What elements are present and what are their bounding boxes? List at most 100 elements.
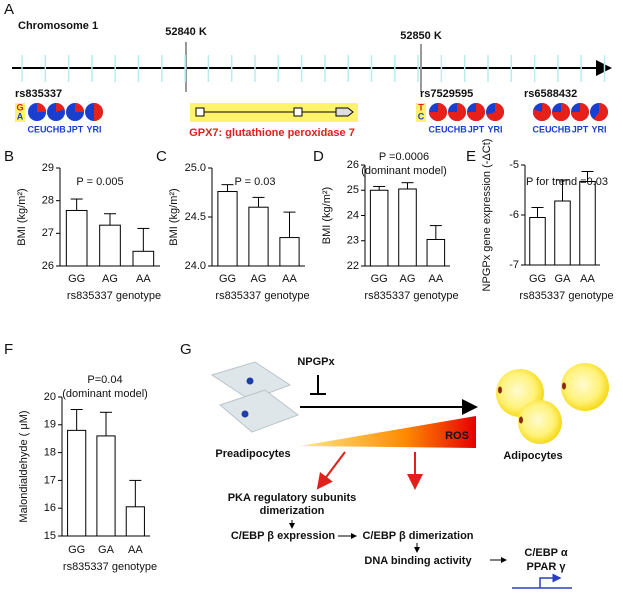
cell bbox=[218, 389, 300, 433]
y-tick-label: 15 bbox=[44, 530, 56, 542]
panel-label: G bbox=[180, 341, 192, 358]
bar bbox=[279, 237, 300, 267]
y-tick-label: 25.0 bbox=[185, 162, 206, 174]
pie-slice bbox=[37, 103, 46, 112]
y-tick-label: 22 bbox=[347, 260, 359, 272]
bar bbox=[125, 506, 145, 537]
panel-label: D bbox=[313, 148, 324, 165]
x-axis-label: rs835337 genotype bbox=[215, 290, 309, 302]
y-tick-label: 24.0 bbox=[185, 260, 206, 272]
allele-box bbox=[15, 103, 25, 122]
pie-slice bbox=[533, 103, 552, 121]
annotation: P = 0.005 bbox=[76, 176, 123, 188]
y-tick-label: -7 bbox=[509, 259, 519, 271]
panel-label: F bbox=[4, 341, 13, 358]
annotation: P = 0.03 bbox=[234, 176, 275, 188]
y-tick-label: -6 bbox=[509, 209, 519, 221]
x-tick-label: GG bbox=[219, 273, 236, 285]
pie-slice bbox=[486, 103, 504, 121]
bar bbox=[426, 238, 446, 267]
target-label: PPAR γ bbox=[527, 561, 567, 573]
annotation: P=0.04 bbox=[87, 374, 122, 386]
y-axis-label: NPGPx gene expression (-ΔCt) bbox=[481, 139, 493, 292]
y-axis-label: BMI (kg/m²) bbox=[168, 188, 180, 245]
y-tick-label: 20 bbox=[44, 391, 56, 403]
nucleus bbox=[498, 386, 502, 394]
step-label: C/EBP β expression bbox=[231, 530, 336, 542]
population-label: JPT bbox=[572, 124, 589, 134]
population-label: YRI bbox=[86, 124, 101, 134]
annotation: P =0.0006 bbox=[379, 151, 429, 163]
panel-label: C bbox=[156, 148, 167, 165]
y-tick-label: 25 bbox=[347, 184, 359, 196]
nucleus bbox=[241, 410, 249, 418]
pie-slice bbox=[448, 103, 466, 121]
bar bbox=[217, 191, 238, 267]
exon bbox=[293, 107, 303, 117]
population-label: JPT bbox=[67, 124, 84, 134]
pie-slice bbox=[94, 103, 103, 121]
y-tick-label: 23 bbox=[347, 235, 359, 247]
x-axis-label: rs835337 genotype bbox=[63, 561, 157, 573]
allele-label: T bbox=[418, 102, 424, 112]
x-tick-label: AA bbox=[580, 273, 595, 285]
cell-label: Preadipocytes bbox=[215, 448, 290, 460]
arrow bbox=[316, 451, 346, 490]
annotation: (dominant model) bbox=[62, 388, 148, 400]
panel-a: Chromosome 1 52840 K 52850 K GPX7: gluta… bbox=[12, 20, 612, 139]
snp-label: rs835337 bbox=[15, 88, 62, 100]
panel-label: E bbox=[466, 148, 476, 165]
y-tick-label: 26 bbox=[347, 159, 359, 171]
x-tick-label: AG bbox=[102, 273, 118, 285]
bar bbox=[99, 224, 121, 267]
x-tick-label: GG bbox=[68, 273, 85, 285]
y-tick-label: 24 bbox=[347, 209, 359, 221]
nucleus bbox=[246, 377, 254, 385]
x-tick-label: GG bbox=[529, 273, 546, 285]
nucleus bbox=[519, 416, 523, 424]
exon bbox=[335, 107, 354, 117]
x-tick-label: AA bbox=[282, 273, 297, 285]
population-label: CHB bbox=[551, 124, 571, 134]
x-tick-label: AA bbox=[428, 273, 443, 285]
bar bbox=[67, 429, 87, 537]
bar bbox=[96, 435, 116, 537]
position-label: 52840 K bbox=[165, 26, 207, 38]
exon bbox=[195, 107, 205, 117]
nucleus bbox=[562, 382, 566, 390]
step-label: C/EBP β dimerization bbox=[362, 530, 473, 542]
pie-slice bbox=[429, 103, 447, 121]
y-tick-label: 19 bbox=[44, 419, 56, 431]
y-tick-label: 18 bbox=[44, 447, 56, 459]
panel-g: NPGPx Preadipocytes Adipocytes ROS PKA r… bbox=[210, 356, 609, 589]
bar bbox=[65, 209, 88, 267]
y-axis-label: Malondialdehyde ( μM) bbox=[18, 410, 30, 522]
pie-slice bbox=[552, 103, 570, 121]
bar bbox=[398, 188, 417, 267]
annotation: P for trend =0.03 bbox=[526, 176, 608, 188]
snp-label: rs6588432 bbox=[524, 88, 577, 100]
inhibitor-label: NPGPx bbox=[297, 356, 335, 368]
allele-box bbox=[416, 103, 426, 122]
x-tick-label: AG bbox=[400, 273, 416, 285]
pie-slice bbox=[56, 103, 65, 112]
y-tick-label: 27 bbox=[42, 227, 54, 239]
pie-slice bbox=[593, 103, 609, 121]
x-axis-label: rs835337 genotype bbox=[519, 290, 613, 302]
y-tick-label: 28 bbox=[42, 195, 54, 207]
target-label: C/EBP α bbox=[524, 547, 567, 559]
y-tick-label: 16 bbox=[44, 502, 56, 514]
allele-label: G bbox=[16, 102, 23, 112]
x-tick-label: GA bbox=[98, 544, 115, 556]
population-label: CHB bbox=[46, 124, 66, 134]
x-tick-label: GA bbox=[555, 273, 572, 285]
population-label: YRI bbox=[591, 124, 606, 134]
y-tick-label: 17 bbox=[44, 474, 56, 486]
y-tick-label: 29 bbox=[42, 162, 54, 174]
x-tick-label: AA bbox=[136, 273, 151, 285]
snp-label: rs7529595 bbox=[420, 88, 473, 100]
position-label: 52850 K bbox=[400, 30, 442, 42]
pie-slice bbox=[75, 103, 84, 112]
bar bbox=[554, 200, 571, 266]
